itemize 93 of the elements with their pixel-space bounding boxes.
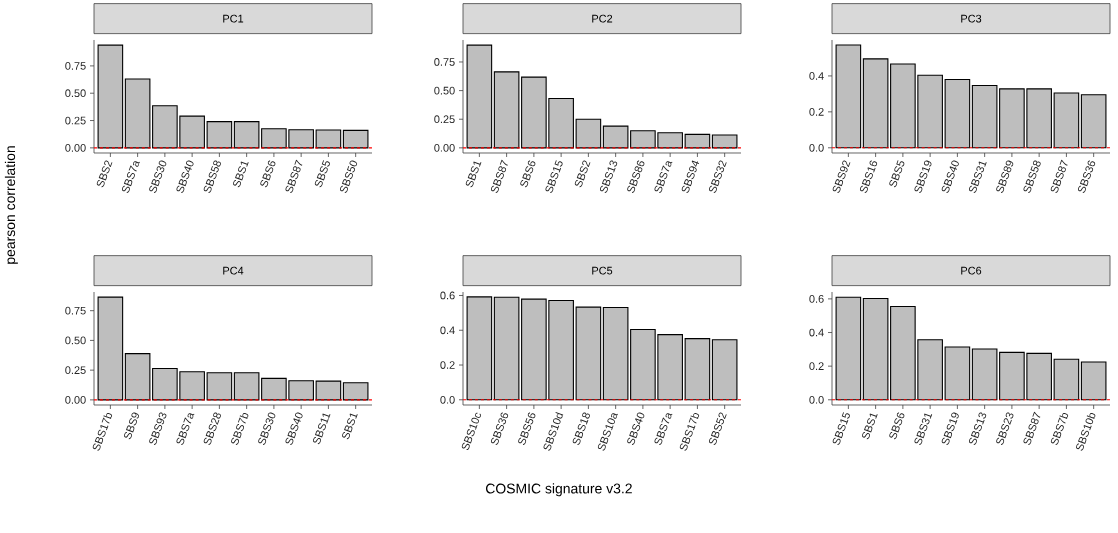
x-tick-label: SBS1 [342, 413, 358, 440]
x-tick-label: SBS6 [520, 160, 536, 188]
x-tick-label: SBS11 [313, 413, 331, 445]
y-tick-label: 0.00 [65, 396, 86, 404]
y-tick-label: 0.0 [809, 395, 824, 404]
bar [1080, 94, 1107, 149]
x-tick-label: SBS15 [545, 160, 563, 193]
y-tick-label: 0.25 [65, 366, 86, 375]
y-tick-label: 0.6 [440, 291, 455, 300]
x-tick-label: SBS16 [859, 160, 878, 193]
y-axis-title: pearson correlation [4, 146, 18, 264]
x-tick-label: SBS32 [708, 160, 727, 193]
y-tick-label: 0.6 [809, 295, 824, 303]
chart-title: PC5 [592, 266, 613, 275]
bar [97, 296, 124, 401]
bar [97, 44, 124, 149]
y-tick-label: 0.00 [65, 143, 86, 152]
bar [711, 134, 738, 149]
x-tick-label: SBS52 [708, 412, 727, 445]
x-tick-label: SBS36 [490, 412, 509, 445]
x-tick-label: SBS18 [572, 412, 590, 445]
chart-title: PC6 [961, 266, 982, 275]
x-tick-label: SBS94 [681, 160, 700, 193]
x-axis-title: COSMIC signature v3.2 [485, 483, 632, 497]
x-tick-label: SBS86 [627, 160, 645, 193]
chart-title: PC3 [961, 14, 982, 23]
y-tick-label: 0.75 [434, 58, 455, 66]
y-tick-label: 0.0 [440, 395, 455, 404]
x-tick-label: SBS40 [941, 160, 959, 193]
bar [711, 339, 738, 401]
x-tick-label: SBS2 [574, 160, 591, 188]
x-tick-label: SBS2 [96, 160, 113, 188]
x-tick-label: SBS5 [889, 160, 905, 188]
x-tick-label: SBS31 [968, 161, 987, 193]
y-tick-label: 0.2 [809, 107, 824, 116]
bar [466, 296, 493, 401]
x-tick-label: SBS31 [914, 413, 933, 445]
x-tick-label: SBS87 [285, 159, 303, 193]
bar [835, 296, 862, 401]
x-tick-label: SBS36 [1077, 160, 1096, 193]
x-tick-label: SBS13 [599, 160, 618, 193]
x-tick-label: SBS87 [490, 159, 508, 193]
y-tick-label: 0.4 [809, 72, 824, 80]
chart-title: PC1 [223, 14, 244, 23]
x-tick-label: SBS28 [203, 412, 221, 445]
x-tick-label: SBS93 [149, 412, 167, 445]
x-tick-label: SBS87 [1023, 411, 1041, 445]
x-tick-label: SBS5 [314, 160, 330, 188]
bar [1080, 361, 1107, 401]
x-tick-label: SBS58 [1023, 160, 1041, 193]
x-tick-label: SBS13 [968, 412, 987, 445]
chart-title: PC2 [592, 14, 613, 23]
y-tick-label: 0.50 [65, 336, 86, 345]
bar [342, 382, 369, 401]
x-tick-label: SBS1 [862, 413, 878, 440]
x-tick-label: SBS40 [176, 160, 194, 193]
x-tick-label: SBS40 [627, 412, 645, 445]
y-tick-label: 0.2 [440, 361, 455, 369]
x-tick-label: SBS1 [465, 161, 482, 188]
x-tick-label: SBS89 [996, 160, 1014, 193]
y-tick-label: 0.50 [65, 89, 86, 98]
y-tick-label: 0.00 [434, 143, 455, 152]
bar [835, 44, 862, 149]
x-tick-label: SBS7a [121, 161, 140, 193]
x-tick-label: SBS6 [260, 160, 276, 188]
x-tick-label: SBS87 [1050, 159, 1068, 193]
y-tick-label: 0.50 [434, 86, 455, 95]
x-tick-label: SBS7b [231, 413, 249, 445]
y-tick-label: 0.25 [65, 116, 86, 125]
x-tick-label: SBS30 [258, 412, 276, 445]
x-tick-label: SBS56 [518, 412, 536, 445]
x-tick-label: SBS9 [124, 412, 140, 440]
bar [342, 129, 369, 149]
x-tick-label: SBS6 [889, 412, 905, 440]
y-tick-label: 0.25 [434, 115, 455, 124]
x-tick-label: SBS23 [996, 412, 1014, 445]
x-tick-label: SBS1 [233, 161, 249, 188]
y-tick-label: 0.0 [809, 143, 824, 152]
x-tick-label: SBS30 [149, 160, 167, 193]
x-tick-label: SBS15 [832, 412, 850, 445]
x-tick-label: SBS58 [203, 160, 221, 193]
y-tick-label: 0.75 [65, 62, 86, 70]
x-tick-label: SBS19 [914, 160, 932, 193]
y-tick-label: 0.75 [65, 306, 86, 315]
chart-title: PC4 [223, 266, 244, 275]
x-tick-label: SBS50 [339, 160, 358, 193]
y-tick-label: 0.2 [809, 362, 824, 371]
x-tick-label: SBS40 [285, 412, 303, 445]
y-tick-label: 0.4 [440, 326, 455, 335]
bar [466, 44, 493, 149]
x-tick-label: SBS7b [1050, 413, 1069, 445]
y-tick-label: 0.4 [809, 328, 824, 337]
x-tick-label: SBS19 [941, 412, 959, 445]
